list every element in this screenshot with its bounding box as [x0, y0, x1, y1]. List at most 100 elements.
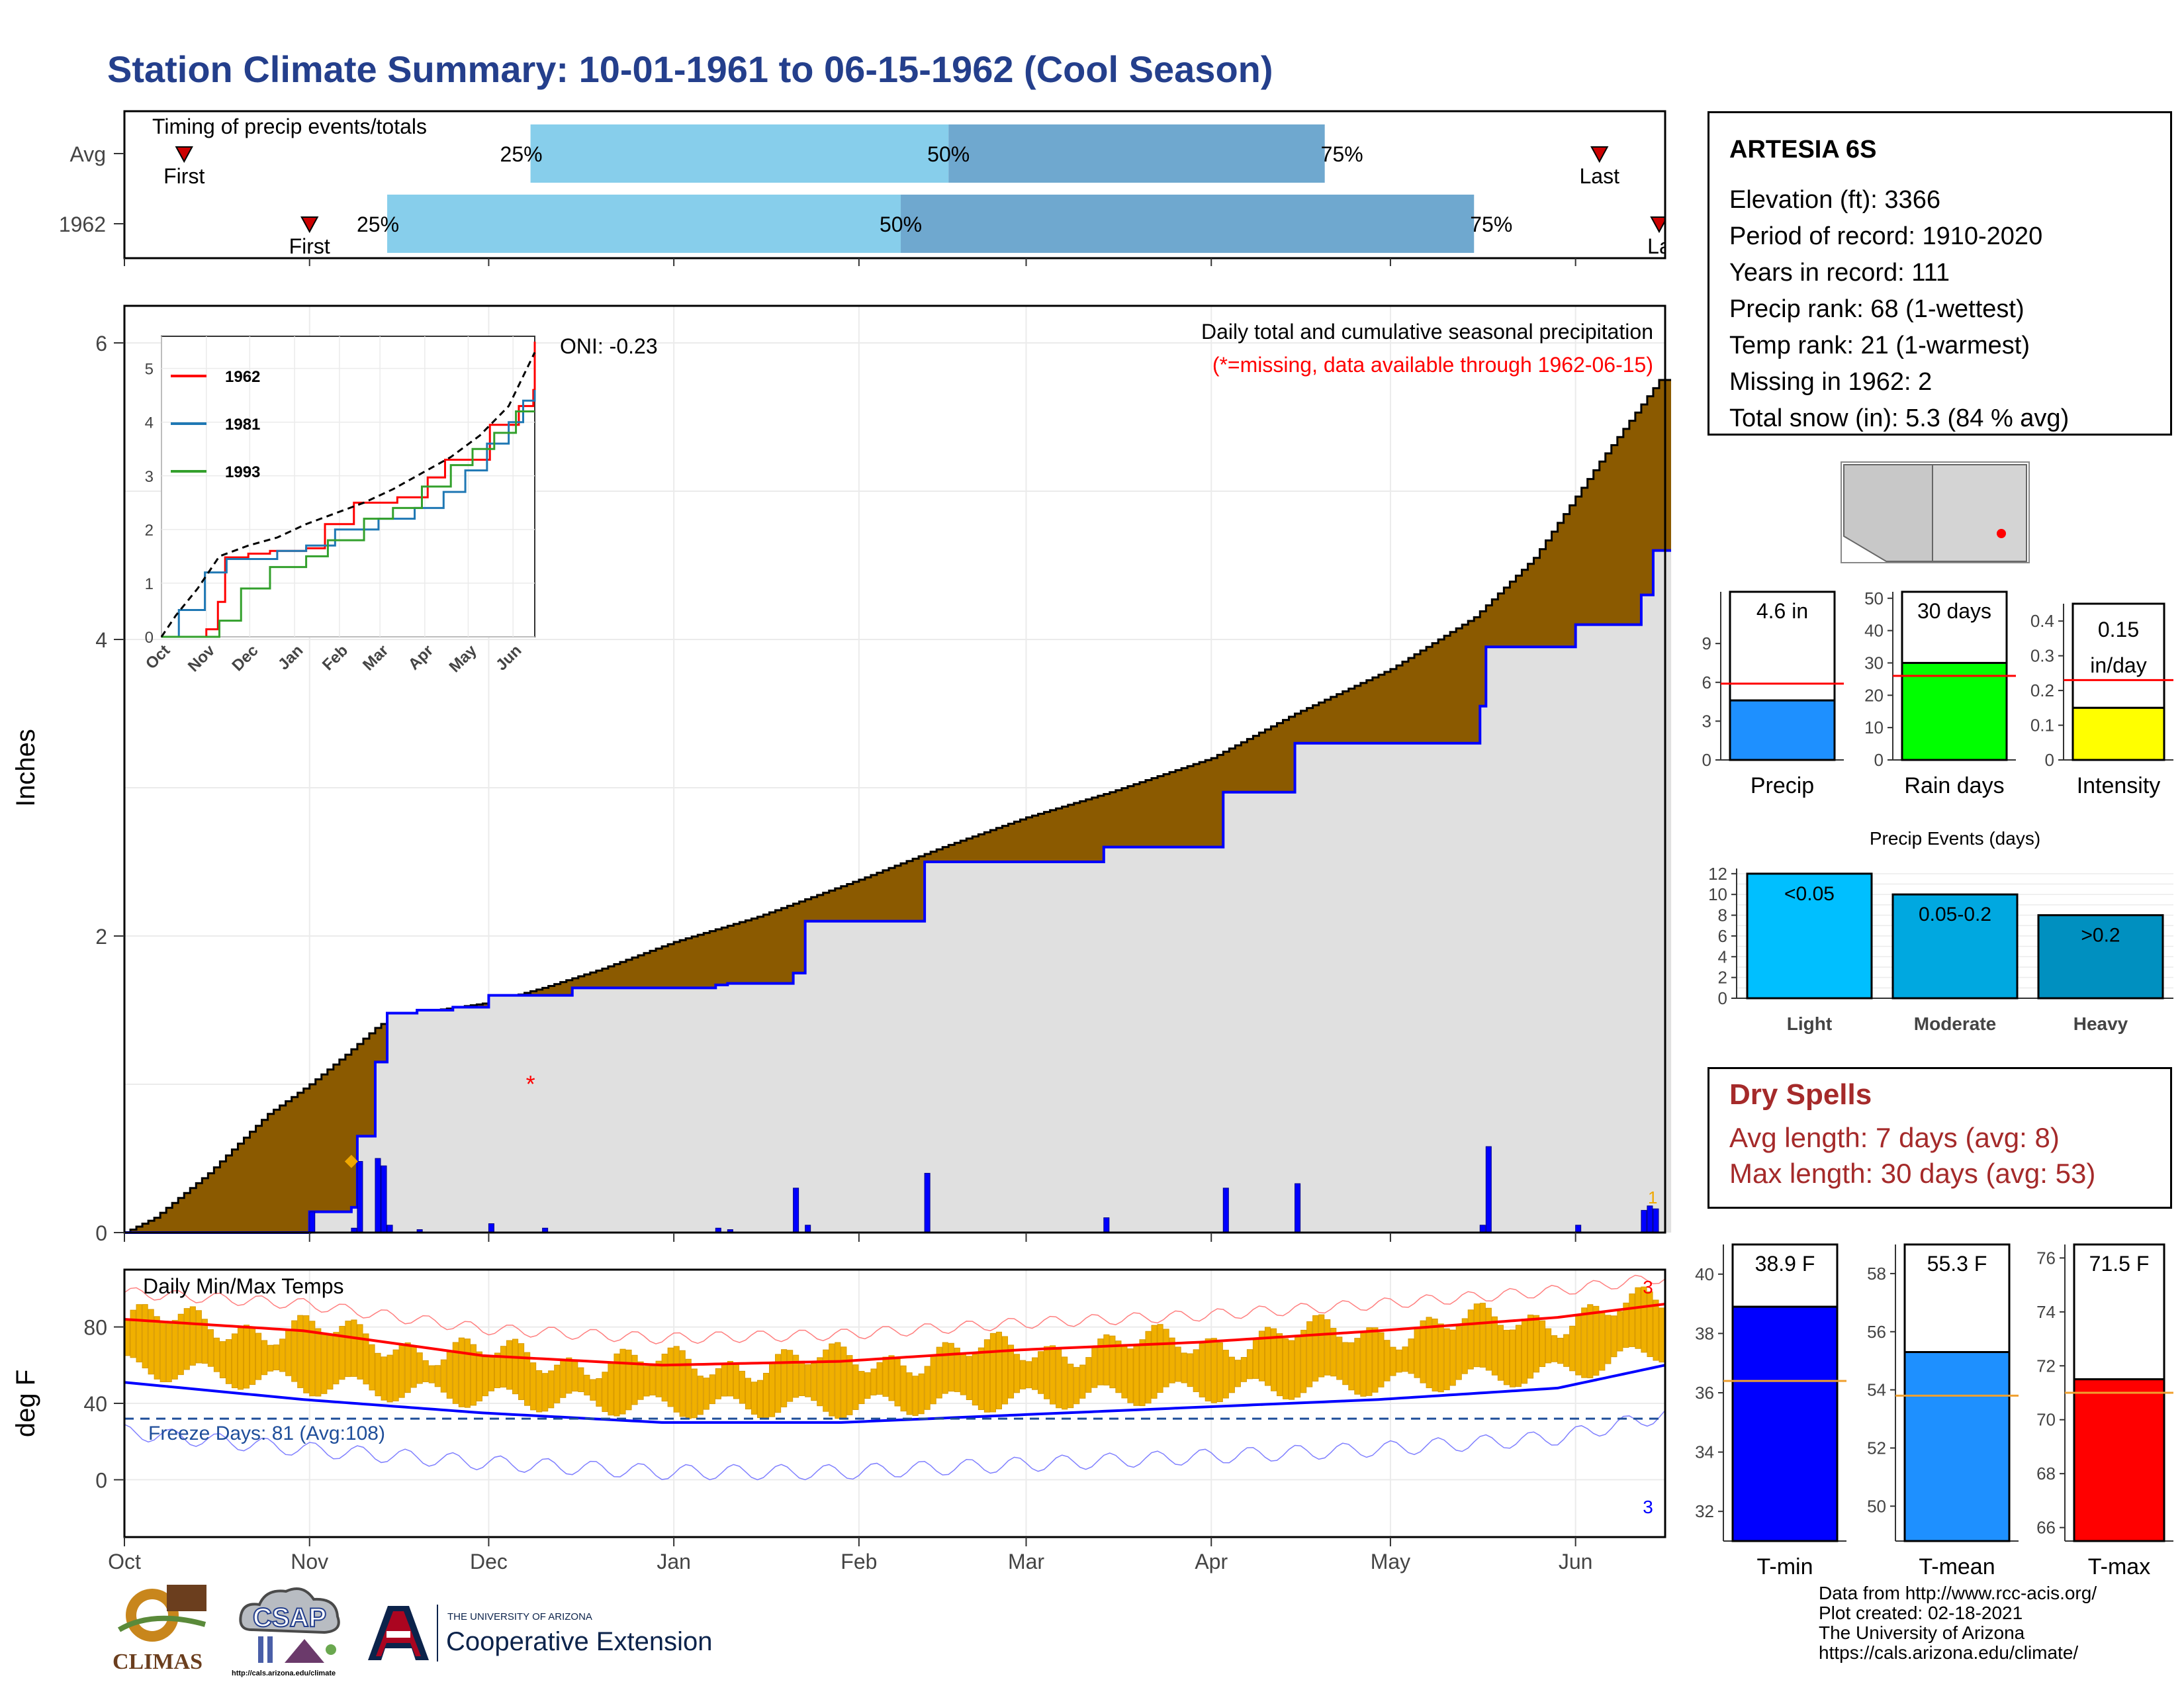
daily-temp-range-bar: [733, 1364, 739, 1399]
precip-events-bar-label-moderate: 0.05-0.2: [1919, 904, 1991, 925]
station-line-precip-rank: Precip rank: 68 (1-wettest): [1729, 295, 2025, 323]
timing-first-label-0: First: [163, 164, 205, 188]
station-line-missing: Missing in 1962: 2: [1729, 368, 1933, 396]
daily-temp-range-bar: [983, 1339, 990, 1413]
freeze-days-label: Freeze Days: 81 (Avg:108): [148, 1423, 385, 1444]
precip-y-tick-label: 6: [95, 332, 107, 355]
daily-temp-range-bar: [1121, 1346, 1128, 1399]
daily-temp-range-bar: [1593, 1305, 1600, 1376]
daily-temp-range-bar: [900, 1365, 907, 1412]
daily-temp-range-bar: [1163, 1329, 1169, 1387]
tmax-y-tick-label: 68: [2036, 1464, 2056, 1483]
rain_days-y-tick-label: 50: [1864, 588, 1884, 608]
daily-temp-range-bar: [566, 1357, 572, 1394]
timing-row-label-0: Avg: [69, 142, 106, 166]
daily-temp-range-bar: [995, 1331, 1003, 1410]
intensity-y-tick-label: 0.2: [2030, 680, 2054, 700]
tmax-y-tick-label: 76: [2036, 1248, 2056, 1268]
timing-bar-q25-q50-0: [530, 124, 949, 183]
station-line-temp-rank: Temp rank: 21 (1-warmest): [1729, 332, 2030, 359]
tmax-value-bar: [2073, 1378, 2165, 1542]
daily-temp-range-bar: [1050, 1345, 1056, 1405]
avg-cumulative-line: [124, 379, 1672, 1234]
ua-divider: [437, 1605, 438, 1662]
daily-temp-range-bar: [1079, 1364, 1086, 1399]
inset-series-line-1962: [161, 342, 536, 638]
precip_total-value-label: 4.6 in: [1756, 599, 1808, 623]
precip-y-tick-label: 2: [95, 925, 107, 949]
daily-temp-range-bar: [333, 1332, 340, 1385]
temp-title: Daily Min/Max Temps: [143, 1274, 343, 1298]
daily-temp-range-bar: [506, 1340, 513, 1390]
daily-temp-range-bar: [667, 1347, 674, 1407]
daily-temp-range-bar: [548, 1370, 555, 1409]
rain_days-y-tick-label: 10: [1864, 718, 1884, 737]
footer-data-source: Data from http://www.rcc-acis.org/: [1819, 1583, 2097, 1603]
daily-temp-range-bar: [1467, 1309, 1474, 1370]
daily-temp-range-bar: [793, 1354, 799, 1398]
daily-temp-range-bar: [237, 1327, 244, 1390]
timing-q75-label-1: 75%: [1470, 212, 1512, 236]
inset-series-line-1993: [161, 410, 535, 638]
tmax-y-tick-label: 70: [2036, 1410, 2056, 1430]
inset-legend-label-1981: 1981: [225, 416, 260, 434]
daily-temp-range-bar: [1641, 1286, 1647, 1353]
daily-temp-range-bar: [1449, 1329, 1456, 1386]
inset-y-tick-label: 3: [145, 468, 154, 486]
daily-temp-range-bar: [458, 1337, 465, 1407]
daily-temp-range-bar: [906, 1372, 913, 1415]
csap-text: CSAP: [252, 1603, 327, 1633]
daily-temp-range-bar: [614, 1353, 620, 1417]
daily-temp-range-bar: [201, 1319, 208, 1364]
temp-x-tick-label: Feb: [841, 1550, 877, 1573]
daily-temp-range-bar: [1563, 1334, 1570, 1367]
daily-temp-range-bar: [219, 1341, 226, 1379]
ua-small-text: THE UNIVERSITY OF ARIZONA: [447, 1611, 592, 1622]
station-line-snow: Total snow (in): 5.3 (84 % avg): [1729, 404, 2070, 432]
daily-precip-bar: [1653, 1208, 1659, 1233]
daily-temp-range-bar: [1527, 1314, 1534, 1379]
daily-temp-range-bar: [829, 1343, 835, 1417]
station-info-box: ARTESIA 6S Elevation (ft): 3366 Period o…: [1707, 111, 2172, 436]
precip_total-label-box: [1729, 590, 1836, 702]
precip-events-title: Precip Events (days): [1870, 828, 2040, 849]
daily-temp-range-bar: [1157, 1324, 1163, 1393]
daily-temp-range-bar: [434, 1365, 441, 1387]
timing-title: Timing of precip events/totals: [152, 115, 427, 138]
daily-temp-range-bar: [602, 1372, 608, 1413]
temp-x-tick-label: Apr: [1195, 1550, 1228, 1573]
daily-temp-range-bar: [1623, 1302, 1629, 1348]
timing-bar-q50-q75-1: [901, 195, 1475, 253]
daily-temp-range-bar: [578, 1367, 584, 1393]
timing-row-label-1: 1962: [59, 212, 106, 236]
daily-temp-range-bar: [1109, 1335, 1116, 1389]
daily-temp-range-bar: [1306, 1321, 1313, 1387]
footer-university: The University of Arizona: [1819, 1622, 2025, 1643]
daily-temp-range-bar: [482, 1356, 489, 1397]
daily-temp-range-bar: [1289, 1340, 1295, 1400]
daily-temp-range-bar: [631, 1354, 638, 1405]
daily-temp-range-bar: [1044, 1346, 1050, 1399]
daily-temp-range-bar: [1605, 1315, 1612, 1364]
daily-temp-range-bar: [1575, 1315, 1582, 1376]
daily-temp-range-bar: [1659, 1307, 1665, 1363]
tmean-value-bar: [1903, 1351, 2011, 1542]
daily-temp-range-bar: [1432, 1318, 1438, 1391]
daily-temp-range-bar: [1283, 1338, 1289, 1399]
daily-temp-range-bar: [1426, 1317, 1432, 1389]
daily-temp-range-bar: [1187, 1353, 1193, 1387]
daily-temp-range-bar: [1324, 1319, 1331, 1376]
tmax-value-label: 71.5 F: [2089, 1252, 2150, 1276]
daily-precip-bar: [793, 1188, 799, 1233]
daily-temp-range-bar: [375, 1352, 381, 1397]
daily-temp-range-bar: [1258, 1331, 1265, 1382]
daily-temp-range-bar: [1497, 1325, 1504, 1381]
avg-max-line: [124, 1302, 1666, 1367]
daily-temp-range-bar: [542, 1373, 549, 1412]
intensity-y-tick-label: 0.4: [2030, 611, 2054, 631]
daily-temp-range-bar: [1420, 1320, 1426, 1383]
daily-temp-range-bar: [1557, 1337, 1564, 1364]
daily-temp-range-bar: [811, 1363, 817, 1401]
tmean-category-label: T-mean: [1919, 1554, 1995, 1579]
daily-temp-range-bar: [685, 1358, 692, 1419]
